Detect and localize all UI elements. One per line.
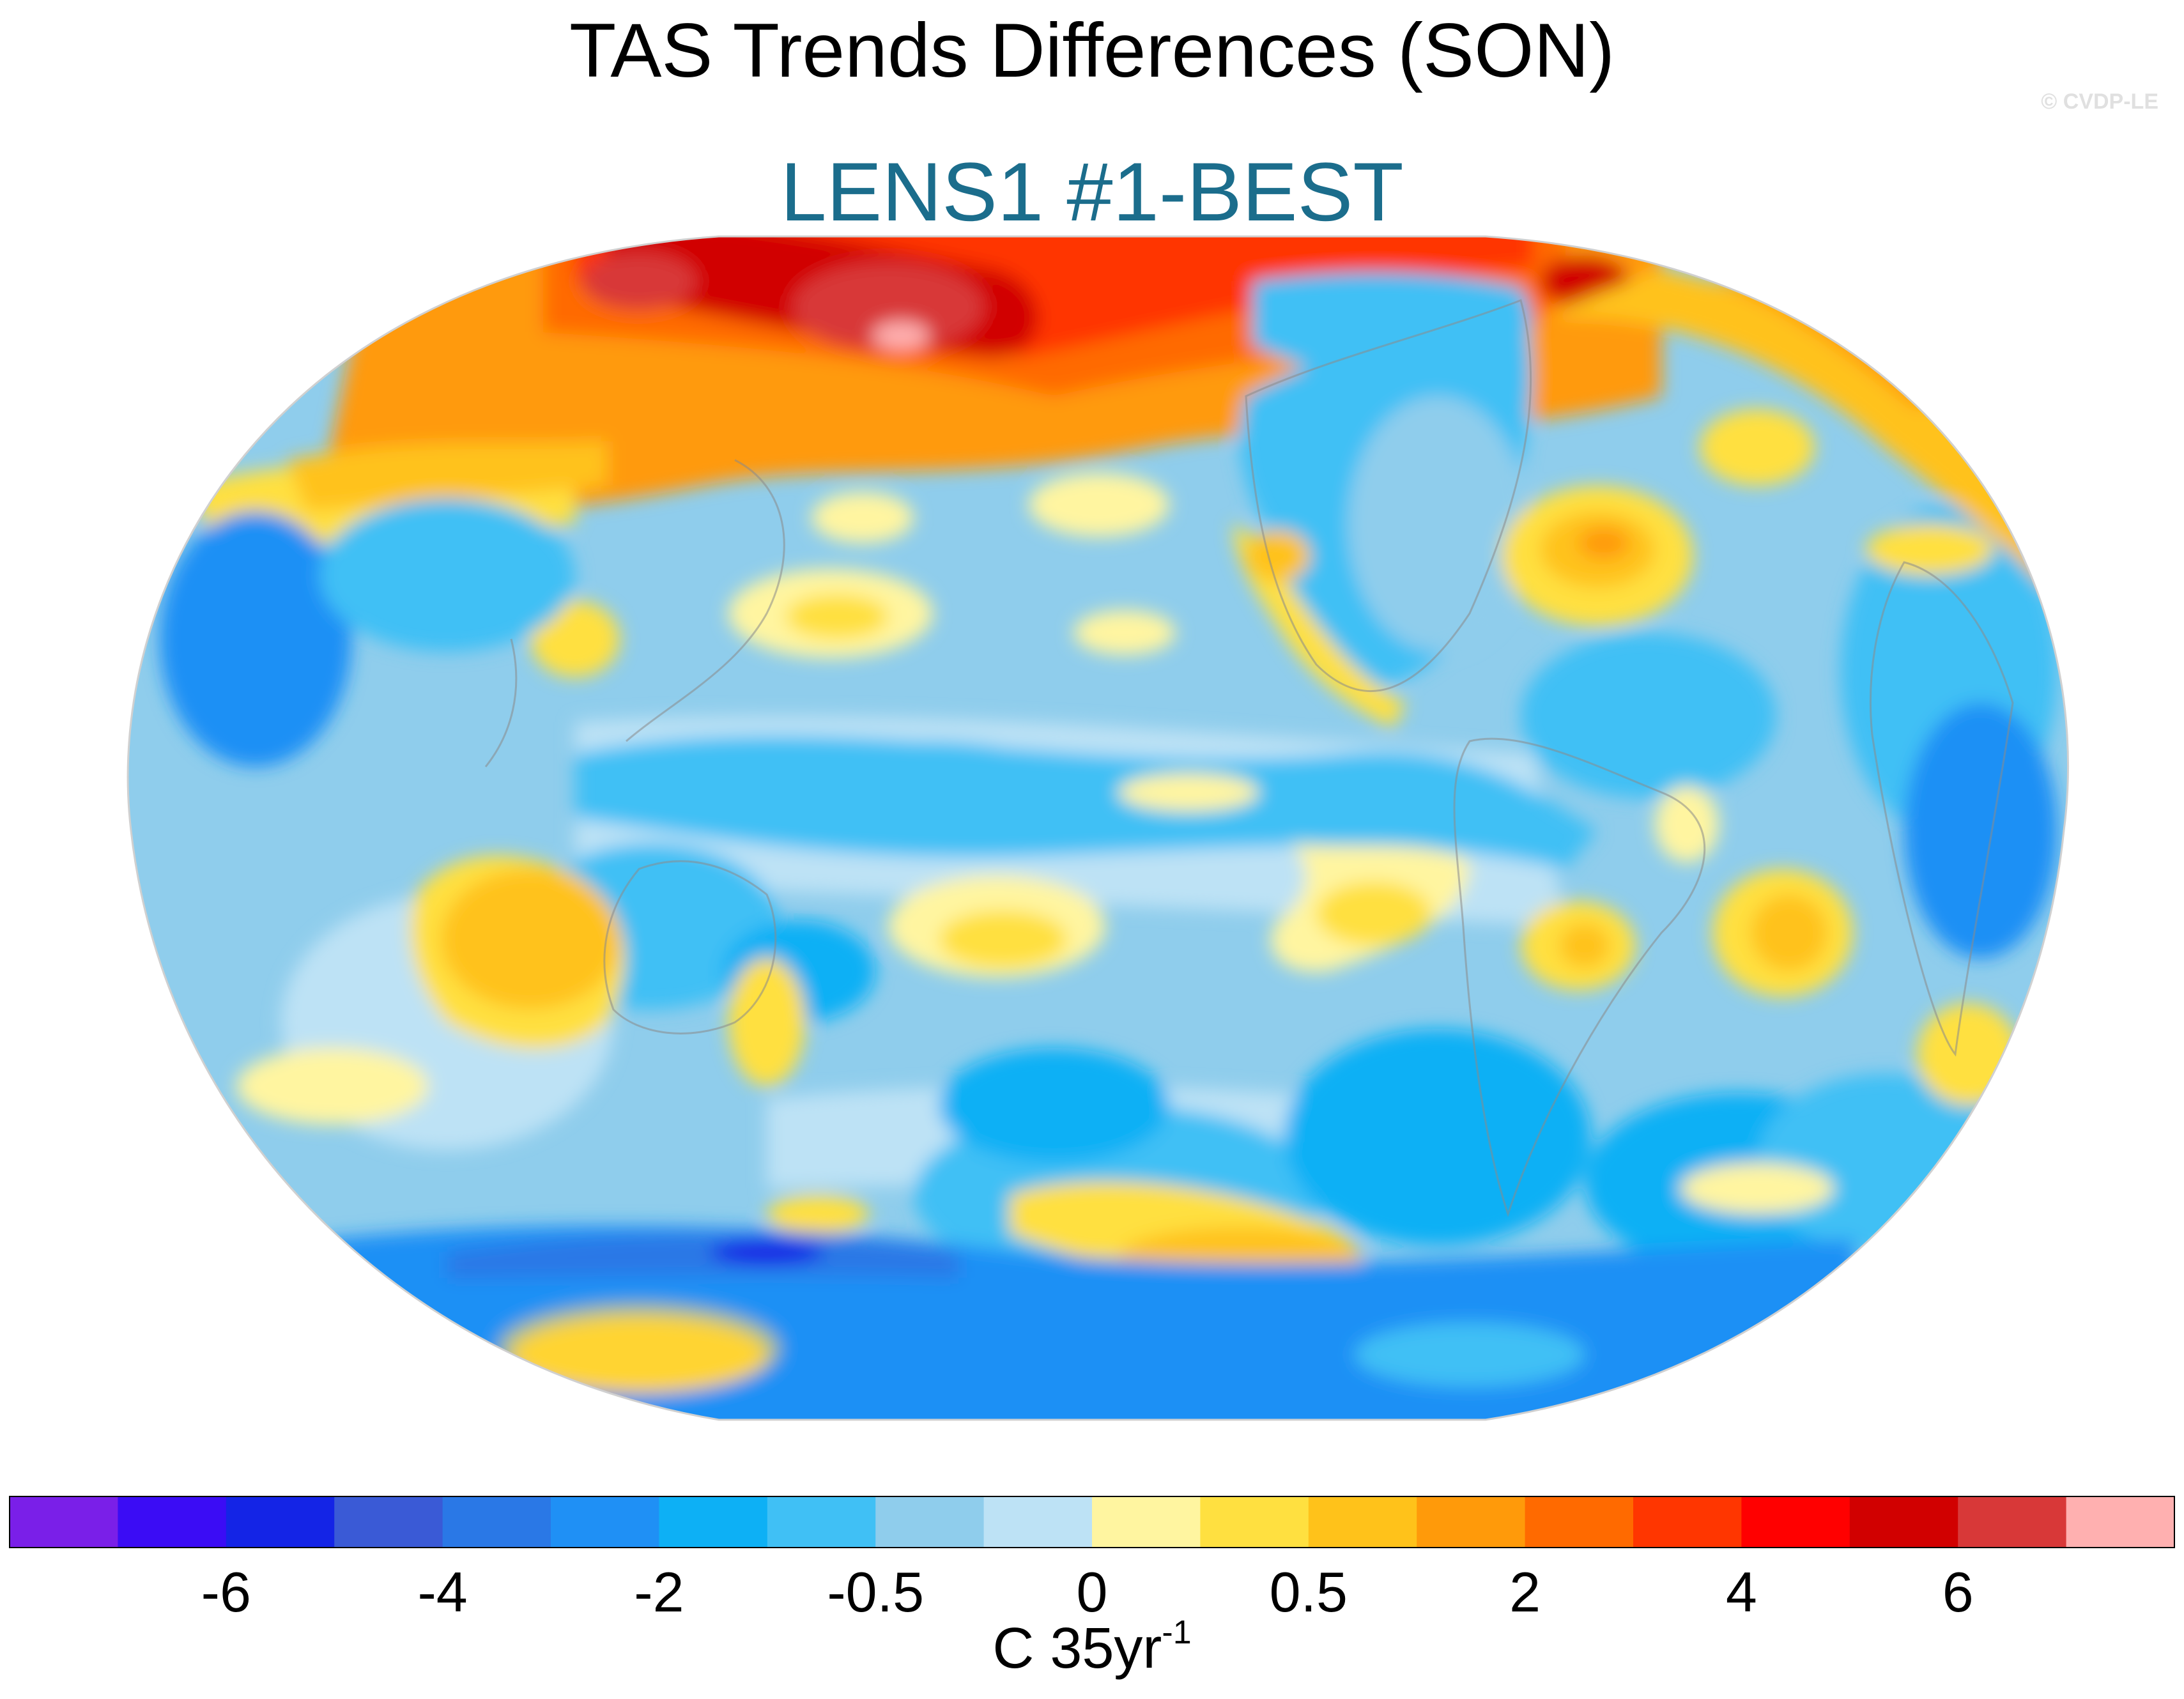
coastlines (484, 299, 2014, 1217)
colorbar-box (983, 1496, 1093, 1548)
colorbar-box (1092, 1496, 1201, 1548)
colorbar-box (1849, 1496, 1958, 1548)
colorbar-tick-label: 6 (1942, 1560, 1974, 1624)
colorbar-box (1958, 1496, 2067, 1548)
world-map (127, 235, 2069, 1421)
colorbar-box (1633, 1496, 1742, 1548)
colorbar-box (551, 1496, 659, 1548)
colorbar-boxes (9, 1496, 2175, 1548)
colorbar-box (1525, 1496, 1634, 1548)
colorbar-box (1200, 1496, 1309, 1548)
colorbar-box (442, 1496, 551, 1548)
colorbar-box (334, 1496, 443, 1548)
watermark: © CVDP-LE (2041, 89, 2158, 114)
colorbar-tick-label: -0.5 (827, 1560, 924, 1624)
colorbar-tick-label: 0.5 (1270, 1560, 1348, 1624)
colorbar-box (10, 1496, 118, 1548)
colorbar-box (659, 1496, 768, 1548)
map-boundary (127, 235, 2069, 1421)
colorbar-box (1308, 1496, 1417, 1548)
temperature-trend-field (128, 236, 2068, 1420)
colorbar-tick-label: 4 (1726, 1560, 1757, 1624)
colorbar-box (118, 1496, 227, 1548)
colorbar-tick-label: -2 (634, 1560, 684, 1624)
colorbar-tick-labels: -6 -4 -2 -0.5 0 0.5 2 4 6 (201, 1560, 1974, 1624)
panel-subtitle: LENS1 #1-BEST (780, 145, 1404, 238)
colorbar-box (875, 1496, 985, 1548)
colorbar-box (1417, 1496, 1526, 1548)
colorbar-outline (9, 1496, 2175, 1548)
colorbar-tick-label: -6 (201, 1560, 251, 1624)
figure-title: TAS Trends Differences (SON) (569, 8, 1615, 93)
colorbar-units-label: C 35yr-1 (992, 1614, 1192, 1680)
colorbar-box (2066, 1496, 2175, 1548)
colorbar-box (1741, 1496, 1850, 1548)
colorbar-tick-label: 2 (1509, 1560, 1541, 1624)
colorbar-tick-label: 0 (1077, 1560, 1108, 1624)
colorbar-box (767, 1496, 876, 1548)
colorbar-box (226, 1496, 335, 1548)
colorbar-tick-label: -4 (417, 1560, 467, 1624)
